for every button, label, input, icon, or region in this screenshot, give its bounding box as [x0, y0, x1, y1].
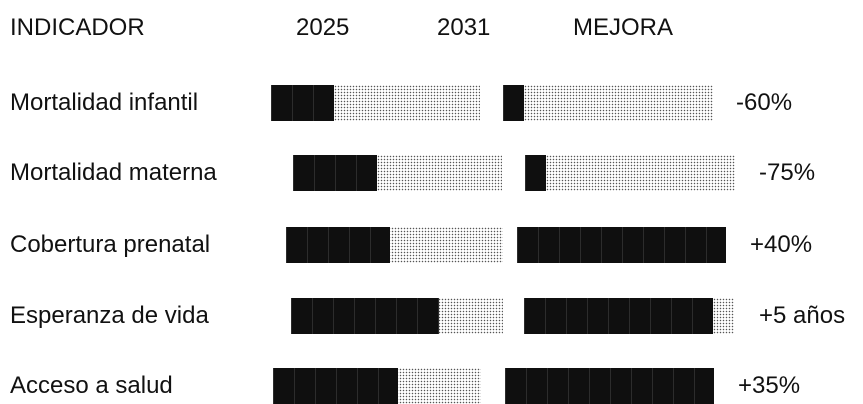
bar-2031	[503, 85, 713, 121]
improvement-label: +35%	[738, 372, 801, 399]
improvement-label: -60%	[736, 89, 793, 116]
bar-2031	[525, 155, 735, 191]
bar-2031-fill	[505, 368, 714, 404]
row-label: Esperanza de vida	[10, 302, 209, 329]
bar-2031-fill	[517, 227, 726, 263]
bar-2025-fill	[271, 85, 334, 121]
bar-2031	[505, 368, 714, 404]
bar-2025	[286, 227, 503, 263]
row-label: Cobertura prenatal	[10, 231, 211, 258]
bar-2025	[291, 298, 503, 334]
bar-2025-fill	[293, 155, 377, 191]
improvement-label: +5 años	[759, 302, 846, 329]
bar-2025-fill	[273, 368, 398, 404]
header-improvement: MEJORA	[573, 14, 674, 41]
bar-2031-fill	[525, 155, 546, 191]
bar-2031	[517, 227, 726, 263]
improvement-label: -75%	[759, 159, 816, 186]
header-year-2031: 2031	[437, 14, 491, 41]
row-label: Mortalidad infantil	[10, 89, 199, 116]
improvement-label: +40%	[750, 231, 813, 258]
bar-2025-fill	[291, 298, 440, 334]
bar-2025	[273, 368, 481, 404]
header-indicator: INDICADOR	[10, 14, 145, 41]
bar-2025	[271, 85, 480, 121]
bar-2025-fill	[286, 227, 391, 263]
bar-2031	[524, 298, 734, 334]
row-label: Acceso a salud	[10, 372, 173, 399]
row-label: Mortalidad materna	[10, 159, 217, 186]
bar-2025	[293, 155, 502, 191]
bar-2031-fill	[524, 298, 713, 334]
bar-2031-fill	[503, 85, 524, 121]
header-year-2025: 2025	[296, 14, 350, 41]
